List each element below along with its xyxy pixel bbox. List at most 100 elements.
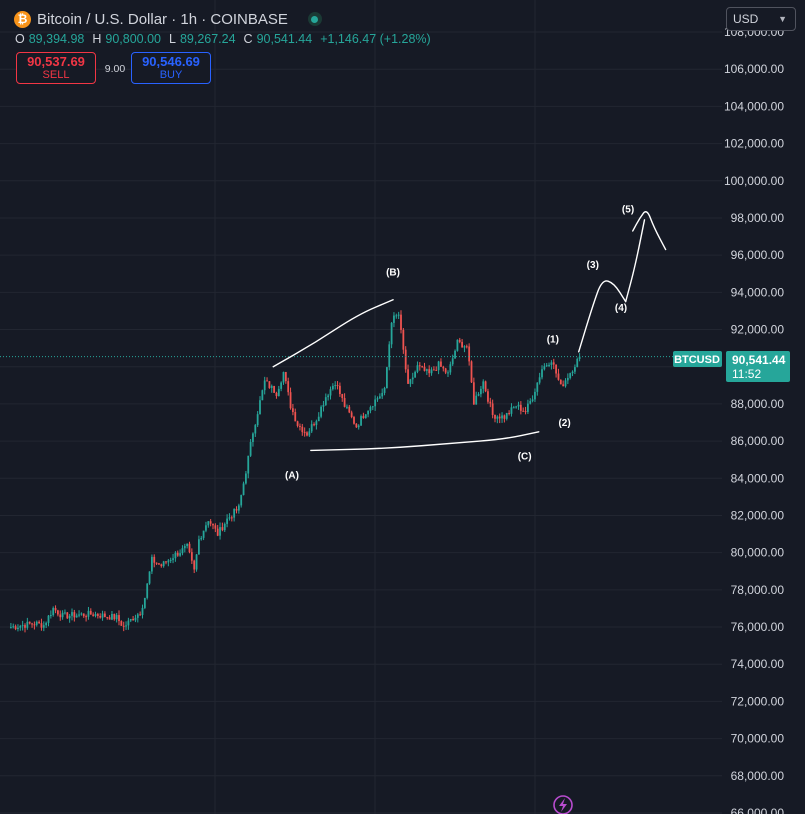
- wave-label: (4): [615, 303, 627, 314]
- candle-body: [407, 369, 409, 384]
- chevron-down-icon: ▼: [778, 14, 787, 24]
- candle-body: [557, 373, 560, 380]
- symbol-title[interactable]: Bitcoin / U.S. Dollar · 1h · COINBASE: [37, 10, 288, 28]
- candle-body: [80, 613, 83, 615]
- candle-body: [397, 314, 400, 316]
- candle-body: [190, 552, 193, 561]
- candle-body: [122, 625, 125, 627]
- candle-body: [515, 406, 518, 408]
- candle-body: [454, 350, 456, 359]
- candle-body: [367, 410, 369, 415]
- candle-body: [522, 410, 525, 412]
- buy-button[interactable]: 90,546.69 BUY: [131, 52, 211, 84]
- y-tick-label: 104,000.00: [724, 99, 784, 113]
- upper-trendline[interactable]: [272, 299, 394, 368]
- projected-path-4-5[interactable]: [625, 219, 646, 303]
- bitcoin-logo-icon: ₿: [14, 10, 31, 28]
- candle-body: [92, 614, 95, 616]
- candle-body: [458, 339, 461, 342]
- candle-body: [57, 610, 59, 615]
- candle-body: [512, 407, 515, 409]
- candle-body: [484, 381, 487, 392]
- candle-body: [223, 523, 226, 531]
- price-tag-price: 90,541.44: [732, 353, 786, 367]
- candle-body: [428, 369, 431, 374]
- spread-value: 9.00: [104, 63, 126, 75]
- candle-body: [45, 622, 48, 626]
- candle-body: [292, 408, 294, 413]
- lower-trendline[interactable]: [310, 431, 540, 452]
- candle-body: [498, 416, 501, 419]
- candle-body: [564, 380, 567, 387]
- candle-body: [559, 379, 562, 385]
- candle-body: [475, 395, 478, 405]
- candle-body: [214, 525, 217, 529]
- price-axis[interactable]: 66,000.00 68,000.00 70,000.00 72,000.00 74,0…: [724, 25, 784, 814]
- candle-body: [176, 552, 179, 556]
- candle-body: [71, 612, 73, 616]
- candle-body: [19, 625, 22, 628]
- candle-body: [59, 614, 62, 618]
- candle-body: [357, 425, 360, 428]
- market-status-icon[interactable]: [307, 12, 322, 26]
- y-tick-label: 98,000.00: [731, 211, 785, 225]
- candle-body: [350, 412, 353, 418]
- candle-body: [125, 625, 127, 627]
- candle-body: [78, 614, 80, 616]
- candle-body: [505, 412, 508, 419]
- candle-body: [364, 414, 367, 419]
- candle-body: [503, 415, 506, 419]
- projected-path-5-end[interactable]: [632, 211, 667, 251]
- candle-body: [183, 546, 186, 549]
- candle-body: [468, 346, 471, 362]
- candle-body: [331, 385, 334, 390]
- lightning-icon[interactable]: [553, 795, 573, 814]
- candle-body: [456, 339, 459, 351]
- projected-path-3-4[interactable]: [578, 280, 627, 353]
- candle-body: [501, 415, 503, 419]
- candle-body: [169, 559, 172, 561]
- candle-body: [26, 621, 29, 628]
- wave-label: (C): [518, 452, 532, 463]
- buy-label: BUY: [159, 69, 183, 82]
- candle-body: [151, 556, 153, 572]
- candle-body: [167, 560, 170, 563]
- candle-body: [47, 615, 50, 623]
- candle-body: [550, 362, 553, 365]
- candle-body: [482, 381, 485, 389]
- open-value: 89,394.98: [28, 32, 85, 46]
- sell-button[interactable]: 90,537.69 SELL: [16, 52, 96, 84]
- candle-body: [165, 561, 167, 563]
- y-tick-label: 80,000.00: [731, 546, 785, 560]
- candle-body: [552, 362, 555, 365]
- candle-body: [113, 613, 116, 620]
- candle-body: [24, 625, 26, 628]
- candle-body: [301, 426, 304, 433]
- currency-select[interactable]: USD ▼: [726, 7, 796, 31]
- candle-body: [306, 432, 308, 436]
- candle-body: [346, 406, 348, 408]
- candle-body: [360, 416, 362, 426]
- candle-body: [571, 371, 574, 374]
- candle-body: [259, 400, 261, 415]
- candle-body: [510, 407, 513, 414]
- y-tick-label: 86,000.00: [731, 434, 785, 448]
- candles: [0, 310, 722, 633]
- candle-body: [538, 377, 541, 383]
- candle-body: [362, 416, 365, 419]
- candle-body: [555, 364, 557, 374]
- y-tick-label: 82,000.00: [731, 508, 785, 522]
- candle-body: [254, 425, 257, 434]
- candle-body: [268, 381, 271, 388]
- candle-body: [14, 626, 17, 630]
- close-key: C: [243, 32, 253, 46]
- candle-body: [146, 583, 149, 598]
- price-change: +1,146.47 (+1.28%): [320, 32, 431, 46]
- candle-body: [252, 433, 254, 443]
- candle-body: [12, 626, 15, 628]
- candle-body: [339, 385, 341, 395]
- candle-body: [280, 382, 283, 389]
- y-tick-label: 94,000.00: [731, 285, 785, 299]
- candle-body: [437, 361, 440, 371]
